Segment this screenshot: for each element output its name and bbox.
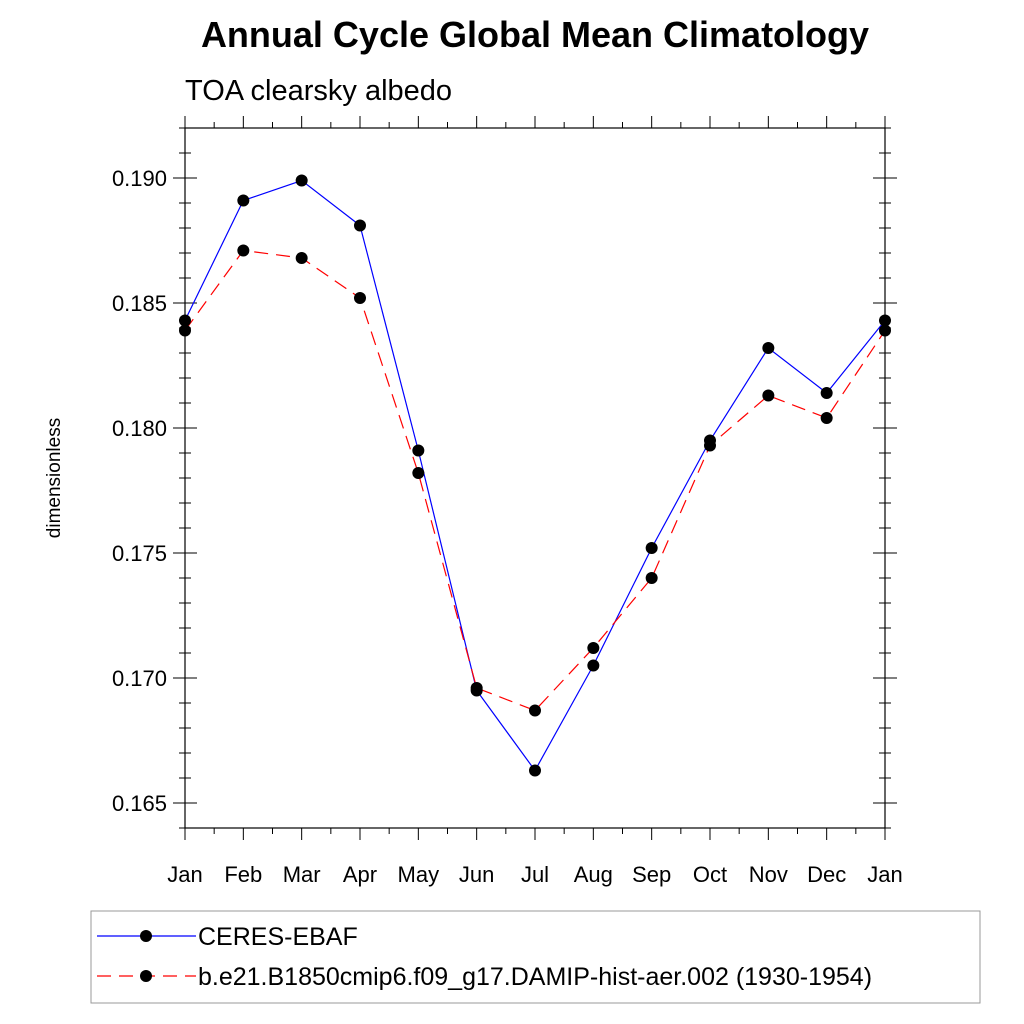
series-1-point: [645, 572, 658, 584]
x-tick-label: Feb: [224, 862, 262, 887]
y-axis-label: dimensionless: [44, 418, 65, 538]
series-0-point: [762, 342, 775, 354]
x-tick-label: Jul: [521, 862, 549, 887]
series-1-point: [879, 324, 891, 337]
x-tick-label: Jun: [459, 862, 494, 887]
x-tick-label: Aug: [574, 862, 613, 887]
axis-ticks: [173, 116, 897, 840]
series-1-point: [820, 412, 833, 424]
x-axis-labels: Jan Feb Mar Apr May Jun Jul Aug Sep Oct Nov Dec Jan: [167, 862, 902, 887]
x-tick-label: Apr: [343, 862, 377, 887]
legend-label-0: CERES-EBAF: [198, 923, 358, 951]
series-line-0: [184, 179, 886, 772]
x-tick-label: May: [398, 862, 440, 887]
series-1-point: [354, 292, 366, 304]
series-1-point: [295, 252, 308, 264]
series-0-point: [412, 444, 425, 457]
series-1-point: [529, 704, 541, 717]
series-0-point: [179, 314, 191, 327]
x-tick-label: Dec: [807, 862, 846, 887]
series-1-point: [179, 324, 191, 337]
series-0-point: [354, 219, 366, 232]
legend: CERES-EBAF b.e21.B1850cmip6.f09_g17.DAMIP…: [97, 923, 872, 991]
legend-marker-0: [140, 930, 152, 942]
x-tick-label: Jan: [867, 862, 902, 887]
series-1-point: [587, 642, 600, 654]
y-tick-label: 0.180: [112, 416, 167, 441]
y-axis-labels: 0.165 0.170 0.175 0.180 0.185 0.190: [112, 166, 167, 816]
y-tick-label: 0.190: [112, 166, 167, 191]
series-1-point: [237, 244, 250, 257]
series-line-1: [184, 249, 886, 712]
x-tick-label: Mar: [283, 862, 321, 887]
x-tick-label: Sep: [632, 862, 671, 887]
series-0-point: [237, 194, 250, 207]
series-0-point: [879, 314, 891, 327]
series-0-point: [587, 659, 600, 672]
x-tick-label: Oct: [693, 862, 727, 887]
x-tick-label: Nov: [749, 862, 788, 887]
legend-marker-1: [140, 970, 152, 982]
x-tick-label: Jan: [167, 862, 202, 887]
chart-subtitle: TOA clearsky albedo: [185, 75, 452, 107]
y-tick-label: 0.185: [112, 291, 167, 316]
legend-box: [90, 910, 981, 1004]
series-1-point: [762, 389, 775, 402]
y-tick-label: 0.170: [112, 666, 167, 691]
plot-frame: [184, 127, 886, 829]
series-0-point: [295, 174, 308, 187]
series-layer: [179, 174, 891, 777]
series-1-point: [412, 467, 425, 479]
series-0-point: [820, 387, 833, 399]
y-tick-label: 0.175: [112, 541, 167, 566]
chart-title: Annual Cycle Global Mean Climatology: [201, 14, 869, 55]
y-tick-label: 0.165: [112, 791, 167, 816]
legend-label-1: b.e21.B1850cmip6.f09_g17.DAMIP-hist-aer.…: [198, 963, 872, 991]
series-1-point: [704, 439, 716, 452]
series-0-point: [645, 542, 658, 554]
series-1-point: [470, 682, 483, 694]
series-0-point: [529, 764, 541, 777]
